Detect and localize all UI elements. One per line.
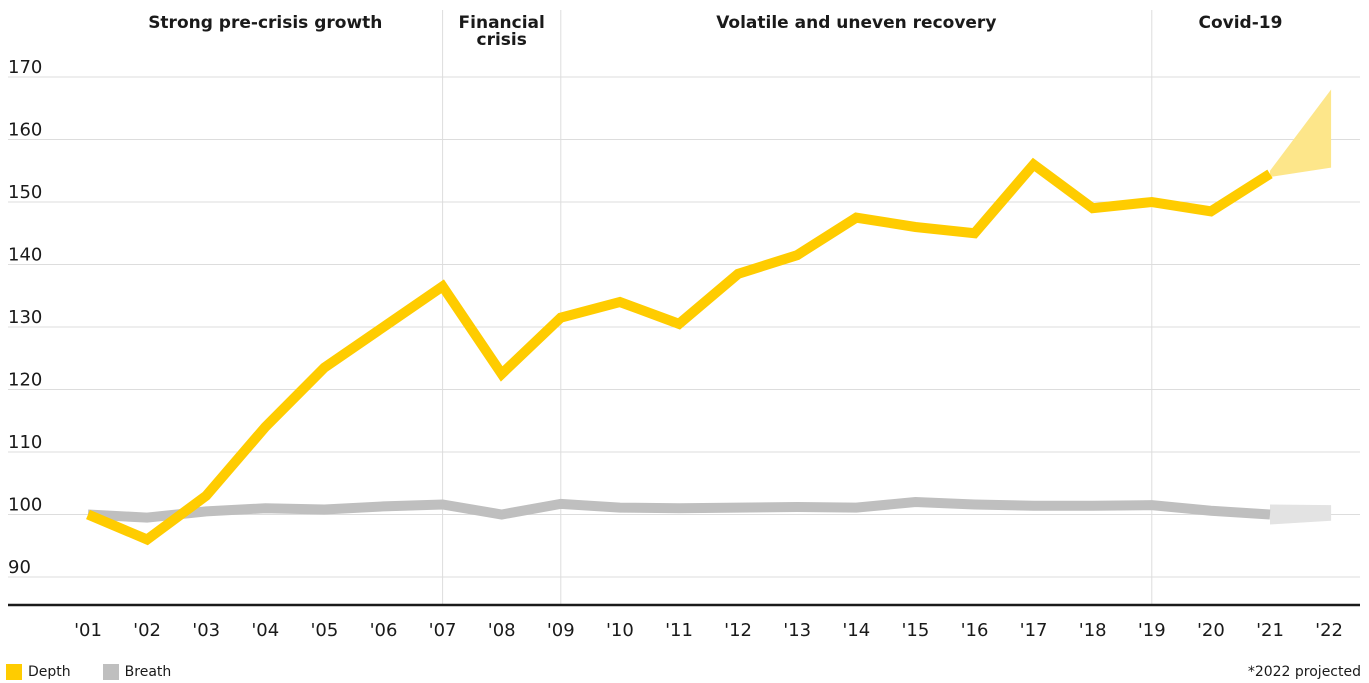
period-label-strong-pre-crisis-growth: Strong pre-crisis growth bbox=[148, 13, 382, 33]
x-tick-label-20: '20 bbox=[1197, 620, 1225, 641]
x-tick-label-21: '21 bbox=[1256, 620, 1284, 641]
x-axis-ticks: '01 '02 '03 '04 '05 '06 '07 '08 '09 '10 '11 '12 '13 '… bbox=[74, 620, 1343, 641]
x-tick-label-09: '09 bbox=[547, 620, 575, 641]
period-labels: Strong pre-crisis growth Financial crisis V… bbox=[148, 13, 1282, 50]
y-axis-ticks: 90 100 110 120 130 140 150 160 170 bbox=[8, 57, 42, 578]
y-tick-label-150: 150 bbox=[8, 182, 42, 203]
x-tick-label-19: '19 bbox=[1138, 620, 1166, 641]
legend-label-breath: Breath bbox=[124, 664, 172, 680]
legend-item-breath: Breath bbox=[102, 664, 172, 680]
line-chart: Strong pre-crisis growth Financial crisis V… bbox=[8, 10, 1360, 641]
y-tick-label-110: 110 bbox=[8, 432, 42, 453]
projection-band-breath bbox=[1270, 504, 1332, 525]
x-tick-label-02: '02 bbox=[133, 620, 161, 641]
x-tick-label-10: '10 bbox=[606, 620, 634, 641]
x-tick-label-06: '06 bbox=[370, 620, 398, 641]
legend-label-depth: Depth bbox=[28, 664, 71, 680]
series-line-depth bbox=[86, 157, 1273, 546]
footnote: *2022 projected bbox=[1247, 664, 1361, 680]
x-tick-label-12: '12 bbox=[724, 620, 752, 641]
y-tick-label-100: 100 bbox=[8, 495, 42, 516]
period-label-financial-crisis: Financial crisis bbox=[459, 13, 545, 50]
x-tick-label-07: '07 bbox=[429, 620, 457, 641]
period-dividers bbox=[442, 10, 1153, 605]
y-tick-label-160: 160 bbox=[8, 120, 42, 141]
y-tick-label-90: 90 bbox=[8, 557, 31, 578]
legend-swatch-depth bbox=[6, 664, 22, 680]
series-line-breath bbox=[87, 496, 1271, 523]
x-tick-label-13: '13 bbox=[783, 620, 811, 641]
period-label-covid-19: Covid-19 bbox=[1198, 13, 1282, 33]
x-tick-label-04: '04 bbox=[251, 620, 279, 641]
legend: Depth Breath bbox=[6, 664, 203, 680]
y-tick-label-140: 140 bbox=[8, 245, 42, 266]
y-tick-label-130: 130 bbox=[8, 307, 42, 328]
x-tick-label-18: '18 bbox=[1079, 620, 1107, 641]
x-tick-label-14: '14 bbox=[842, 620, 870, 641]
x-tick-label-22: '22 bbox=[1315, 620, 1343, 641]
x-tick-label-01: '01 bbox=[74, 620, 102, 641]
period-label-volatile-and-uneven-recovery: Volatile and uneven recovery bbox=[716, 13, 996, 33]
x-tick-label-11: '11 bbox=[665, 620, 693, 641]
x-tick-label-17: '17 bbox=[1020, 620, 1048, 641]
legend-item-depth: Depth bbox=[6, 664, 71, 680]
y-tick-label-170: 170 bbox=[8, 57, 42, 78]
projection-band-depth bbox=[1270, 89, 1332, 177]
x-tick-label-16: '16 bbox=[961, 620, 989, 641]
series-lines bbox=[86, 157, 1273, 546]
x-tick-label-08: '08 bbox=[488, 620, 516, 641]
x-tick-label-03: '03 bbox=[192, 620, 220, 641]
x-tick-label-05: '05 bbox=[310, 620, 338, 641]
projection-bands bbox=[1270, 89, 1332, 525]
legend-swatch-breath bbox=[102, 664, 119, 680]
x-tick-label-15: '15 bbox=[901, 620, 929, 641]
y-tick-label-120: 120 bbox=[8, 370, 42, 391]
